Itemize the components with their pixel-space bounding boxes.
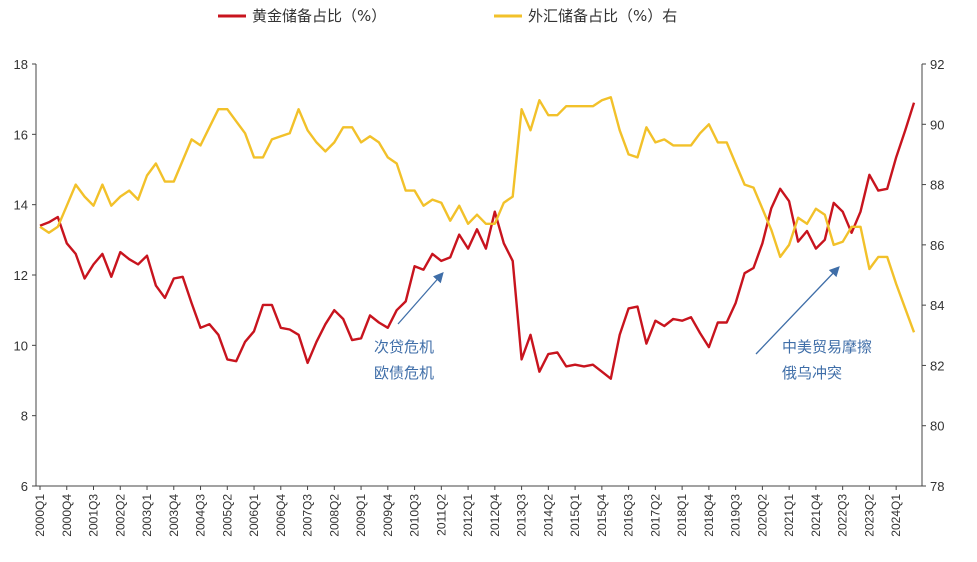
x-tick-label: 2013Q3 [515,494,529,537]
x-tick-label: 2015Q4 [595,494,609,537]
x-tick-label: 2016Q3 [622,494,636,537]
annotation-text: 俄乌冲突 [782,364,842,382]
series-layer [39,96,916,380]
x-tick-label: 2003Q4 [167,494,181,537]
annotation-arrow [397,272,444,325]
x-tick-label: 2012Q1 [461,494,475,537]
legend-label-gold: 黄金储备占比（%） [252,7,386,25]
annotation-text: 中美贸易摩擦 [782,338,872,356]
x-tick-label: 2010Q3 [408,494,422,537]
x-tick-label: 2011Q2 [434,494,448,536]
axes: 6 8 10 12 14 16 18 78 80 82 84 86 88 90 92 2000Q1 2000Q4… [14,57,945,537]
x-tick-label: 2006Q1 [247,494,261,537]
x-tick-label: 2024Q1 [889,494,903,537]
y-right-tick-label: 86 [930,238,944,253]
x-tick-label: 2004Q3 [194,494,208,537]
x-tick-label: 2001Q3 [87,494,101,537]
x-tick-label: 2000Q4 [60,494,74,537]
annotation-text: 次贷危机 [374,338,434,356]
x-tick-label: 2012Q4 [488,494,502,537]
x-tick-label: 2002Q2 [113,494,127,537]
x-tick-label: 2021Q1 [782,494,796,537]
legend: 黄金储备占比（%） 外汇储备占比（%）右 [218,7,677,25]
y-left-tick-label: 6 [21,479,28,494]
x-tick-label: 2020Q2 [755,494,769,537]
legend-item-fx: 外汇储备占比（%）右 [494,7,677,25]
legend-label-fx: 外汇储备占比（%）右 [528,7,677,25]
x-tick-label: 2009Q4 [381,494,395,537]
y-right-tick-label: 82 [930,358,944,373]
y-left-tick-label: 10 [14,338,28,353]
y-right-tick-label: 80 [930,419,944,434]
x-tick-label: 2007Q3 [301,494,315,537]
x-tick-label: 2008Q2 [327,494,341,537]
x-tick-label: 2014Q2 [541,494,555,537]
x-tick-label: 2009Q1 [354,494,368,537]
x-tick-label: 2018Q4 [702,494,716,537]
x-tick-label: 2018Q1 [675,494,689,537]
y-right-tick-label: 92 [930,57,944,72]
x-tick-label: 2023Q2 [862,494,876,537]
x-tick-label: 2021Q4 [809,494,823,537]
y-right-tick-label: 84 [930,298,944,313]
y-left-tick-label: 18 [14,57,28,72]
x-tick-label: 2022Q3 [836,494,850,537]
y-right-tick-label: 78 [930,479,944,494]
annotation-text: 欧债危机 [374,364,434,382]
x-tick-label: 2019Q3 [729,494,743,537]
series-line-fx [39,96,916,333]
y-left-tick-label: 16 [14,127,28,142]
y-right-tick-label: 88 [930,178,944,193]
legend-item-gold: 黄金储备占比（%） [218,7,386,25]
x-tick-label: 2005Q2 [220,494,234,537]
x-tick-label: 2015Q1 [568,494,582,537]
annotation-arrow [755,266,840,355]
x-tick-label: 2003Q1 [140,494,154,537]
y-left-tick-label: 12 [14,268,28,283]
x-tick-label: 2000Q1 [33,494,47,537]
y-right-tick-label: 90 [930,117,944,132]
x-tick-label: 2006Q4 [274,494,288,537]
y-left-tick-label: 14 [14,198,28,213]
x-tick-label: 2017Q2 [648,494,662,537]
y-left-tick-label: 8 [21,409,28,424]
